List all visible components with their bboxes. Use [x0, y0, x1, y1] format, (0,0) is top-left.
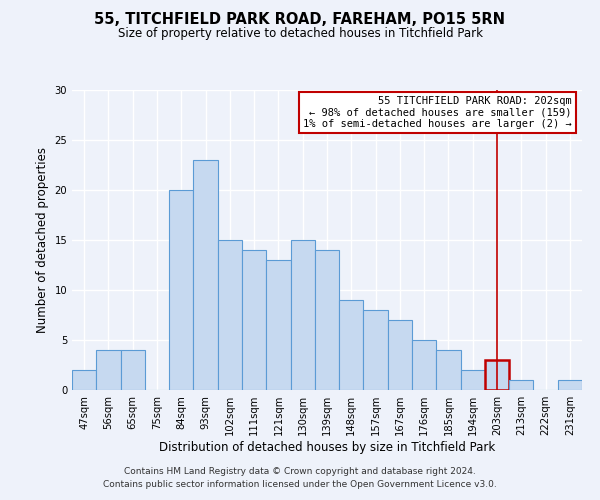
- Bar: [315, 250, 339, 390]
- Bar: [121, 350, 145, 390]
- Text: Contains HM Land Registry data © Crown copyright and database right 2024.: Contains HM Land Registry data © Crown c…: [124, 467, 476, 476]
- Bar: [96, 350, 121, 390]
- Bar: [266, 260, 290, 390]
- Bar: [193, 160, 218, 390]
- Text: Size of property relative to detached houses in Titchfield Park: Size of property relative to detached ho…: [118, 28, 482, 40]
- Text: 55, TITCHFIELD PARK ROAD, FAREHAM, PO15 5RN: 55, TITCHFIELD PARK ROAD, FAREHAM, PO15 …: [95, 12, 505, 28]
- Bar: [242, 250, 266, 390]
- Text: 55 TITCHFIELD PARK ROAD: 202sqm
← 98% of detached houses are smaller (159)
1% of: 55 TITCHFIELD PARK ROAD: 202sqm ← 98% of…: [303, 96, 572, 129]
- Y-axis label: Number of detached properties: Number of detached properties: [36, 147, 49, 333]
- Bar: [509, 380, 533, 390]
- Text: Contains public sector information licensed under the Open Government Licence v3: Contains public sector information licen…: [103, 480, 497, 489]
- Bar: [364, 310, 388, 390]
- Bar: [388, 320, 412, 390]
- X-axis label: Distribution of detached houses by size in Titchfield Park: Distribution of detached houses by size …: [159, 441, 495, 454]
- Bar: [412, 340, 436, 390]
- Bar: [290, 240, 315, 390]
- Bar: [339, 300, 364, 390]
- Bar: [461, 370, 485, 390]
- Bar: [558, 380, 582, 390]
- Bar: [485, 360, 509, 390]
- Bar: [169, 190, 193, 390]
- Bar: [436, 350, 461, 390]
- Bar: [72, 370, 96, 390]
- Bar: [218, 240, 242, 390]
